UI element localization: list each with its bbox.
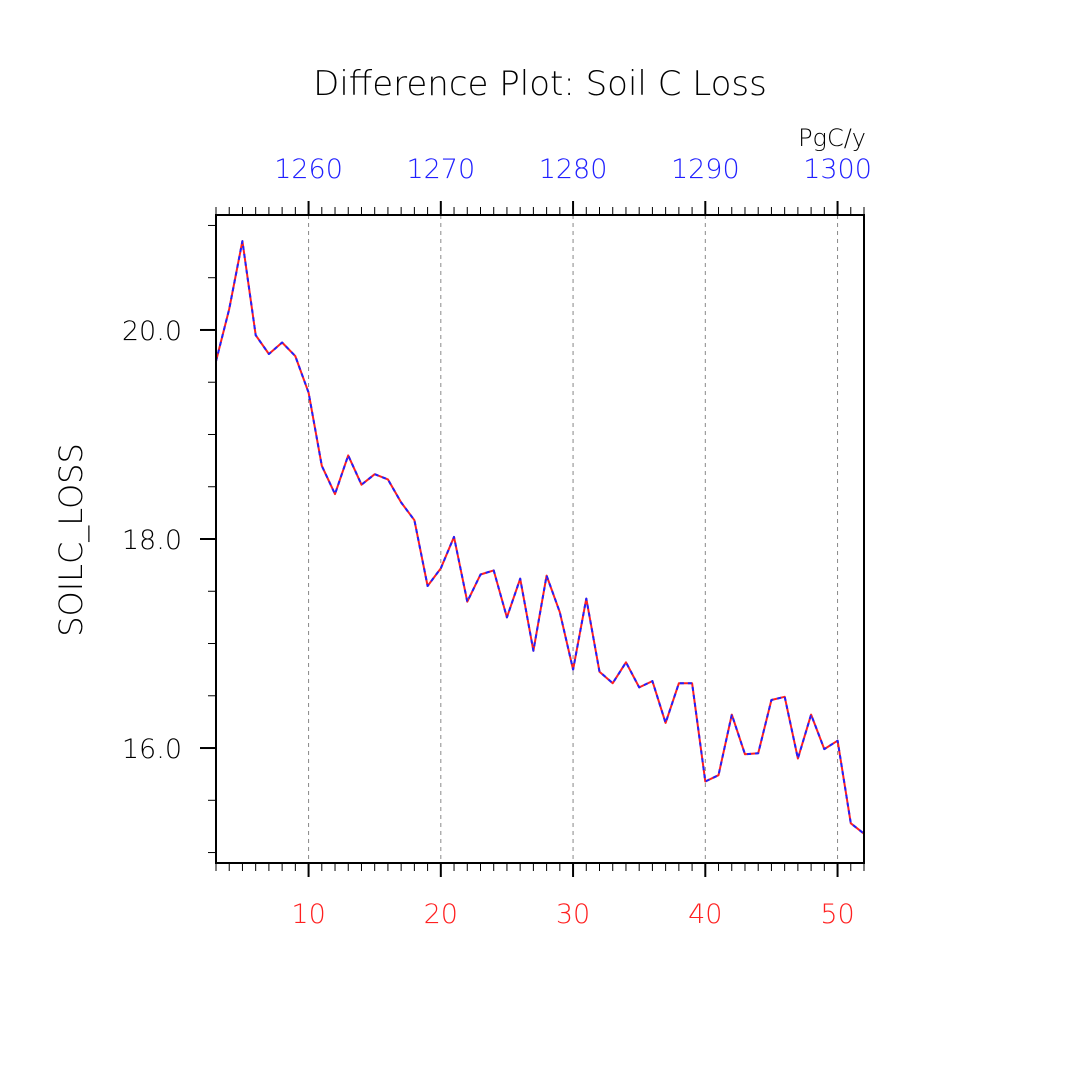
units-label: PgC/y	[798, 124, 866, 152]
series-lines	[215, 240, 865, 835]
tick-labels: 10 20 30 40 50 1260 1270 1280 1290 1300 16.0 18.0 20…	[122, 154, 872, 930]
series-line-1	[215, 240, 865, 835]
top-tick-label-1290: 1290	[671, 154, 740, 185]
axis-ticks	[200, 201, 865, 877]
bottom-tick-label-10: 10	[291, 899, 325, 930]
y-tick-label-20.0: 20.0	[122, 316, 182, 347]
top-tick-label-1280: 1280	[539, 154, 608, 185]
bottom-tick-label-40: 40	[688, 899, 722, 930]
bottom-tick-label-20: 20	[424, 899, 458, 930]
series-line-2	[215, 240, 865, 835]
top-tick-label-1270: 1270	[406, 154, 475, 185]
grid-lines	[308, 215, 839, 863]
y-tick-label-18.0: 18.0	[122, 525, 182, 556]
y-axis-label: SOILC_LOSS	[52, 443, 90, 637]
y-tick-label-16.0: 16.0	[122, 734, 182, 765]
top-tick-label-1300: 1300	[803, 154, 872, 185]
chart-title: Difference Plot: Soil C Loss	[313, 64, 767, 104]
top-tick-label-1260: 1260	[274, 154, 343, 185]
plot-frame	[215, 214, 865, 864]
bottom-tick-label-50: 50	[820, 899, 854, 930]
bottom-tick-label-30: 30	[556, 899, 590, 930]
